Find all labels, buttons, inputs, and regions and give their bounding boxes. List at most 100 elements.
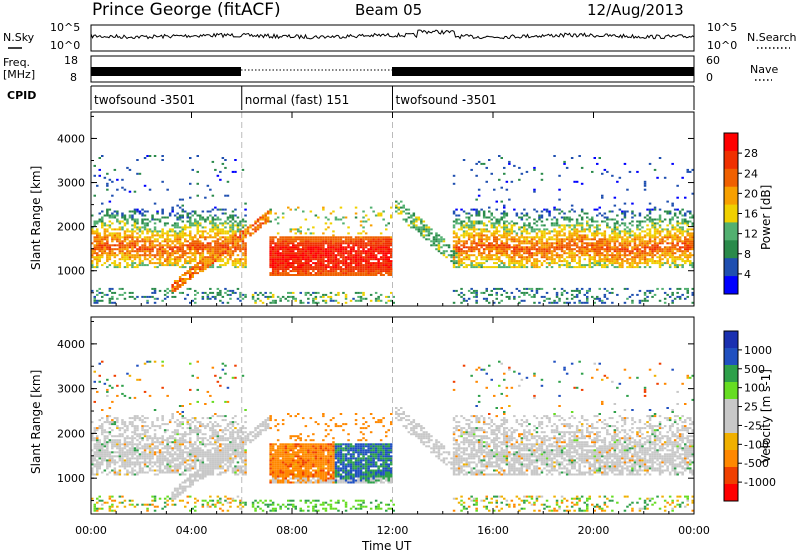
power-cell (96, 264, 99, 267)
power-cell (603, 216, 607, 219)
power-cell (244, 254, 247, 257)
power-cell (513, 250, 516, 253)
power-cell (400, 212, 403, 215)
power-cell (118, 240, 122, 243)
power-cell (681, 264, 684, 267)
power-cell (596, 262, 599, 265)
power-cell (601, 194, 604, 197)
power-cell (241, 232, 245, 235)
power-cell (565, 252, 569, 255)
power-cell (601, 234, 604, 237)
power-cell (515, 260, 519, 263)
power-cell (641, 244, 644, 247)
power-cell (583, 236, 586, 239)
power-cell (623, 212, 627, 215)
power-cell (684, 287, 687, 290)
power-cell (279, 254, 282, 257)
power-cell (387, 252, 390, 255)
power-cell (545, 297, 549, 300)
power-cell (616, 232, 619, 235)
power-cell (189, 220, 192, 223)
power-cell (623, 216, 627, 219)
power-cell (477, 232, 481, 235)
power-cell (111, 234, 114, 237)
power-cell (136, 220, 139, 223)
power-cell (163, 293, 167, 296)
power-cell (141, 222, 144, 225)
power-cell (505, 244, 509, 247)
power-cell (550, 301, 554, 304)
velocity-cell (106, 435, 109, 438)
power-cell (317, 254, 320, 257)
power-cell (626, 258, 629, 261)
power-cell (518, 238, 521, 241)
power-cell (364, 274, 368, 276)
power-cell (593, 297, 596, 300)
power-cell (691, 262, 694, 265)
power-cell (191, 276, 194, 278)
power-cell (279, 266, 282, 269)
power-cell (354, 264, 358, 267)
power-cell (337, 260, 340, 263)
power-cell (151, 287, 154, 290)
power-cell (294, 258, 297, 261)
power-cell (525, 238, 529, 241)
power-cell (156, 254, 159, 257)
power-cell (691, 291, 694, 294)
power-cell (307, 301, 310, 304)
power-cell (553, 238, 556, 241)
power-cell (643, 254, 647, 257)
power-cell (324, 272, 328, 275)
power-cell (292, 246, 295, 249)
power-cell (671, 224, 674, 227)
power-cell (214, 295, 217, 298)
power-cell (329, 270, 333, 273)
power-cell (312, 238, 315, 241)
power-cell (578, 234, 581, 237)
power-cell (623, 162, 627, 165)
power-cell (364, 246, 368, 249)
power-cell (211, 260, 215, 263)
power-cell (141, 238, 144, 241)
power-cell (397, 208, 400, 211)
power-cell (191, 272, 194, 275)
power-cell (588, 250, 591, 253)
power-cell (211, 258, 215, 261)
power-cell (586, 238, 589, 241)
beam-label: Beam 05 (355, 1, 422, 19)
power-cell (626, 240, 629, 243)
power-cell (194, 301, 197, 304)
power-cell (309, 252, 313, 255)
power-cell (163, 216, 167, 219)
power-cell (214, 222, 217, 225)
power-cell (503, 236, 506, 239)
power-cell (337, 293, 340, 296)
power-cell (209, 254, 212, 257)
power-cell (618, 256, 622, 259)
power-cell (276, 246, 280, 249)
power-cell (663, 218, 667, 221)
velocity-data (91, 317, 694, 514)
power-cell (189, 274, 192, 276)
power-cell (173, 280, 177, 282)
power-cell (475, 232, 478, 235)
power-cell (387, 266, 390, 269)
power-cell (123, 214, 127, 217)
power-cell (146, 228, 149, 231)
velocity-cell (108, 505, 112, 508)
power-cell (646, 240, 649, 243)
power-cell (199, 270, 202, 273)
power-cell (658, 230, 662, 233)
power-cell (96, 228, 99, 231)
power-cell (357, 270, 360, 273)
power-cell (472, 250, 476, 253)
power-cell (608, 210, 612, 213)
power-cell (686, 291, 689, 294)
power-cell (533, 266, 536, 269)
power-cell (533, 218, 536, 221)
power-cell (470, 228, 473, 231)
power-cell (485, 238, 488, 241)
power-cell (636, 220, 639, 223)
power-cell (580, 216, 584, 219)
power-cell (498, 224, 501, 227)
